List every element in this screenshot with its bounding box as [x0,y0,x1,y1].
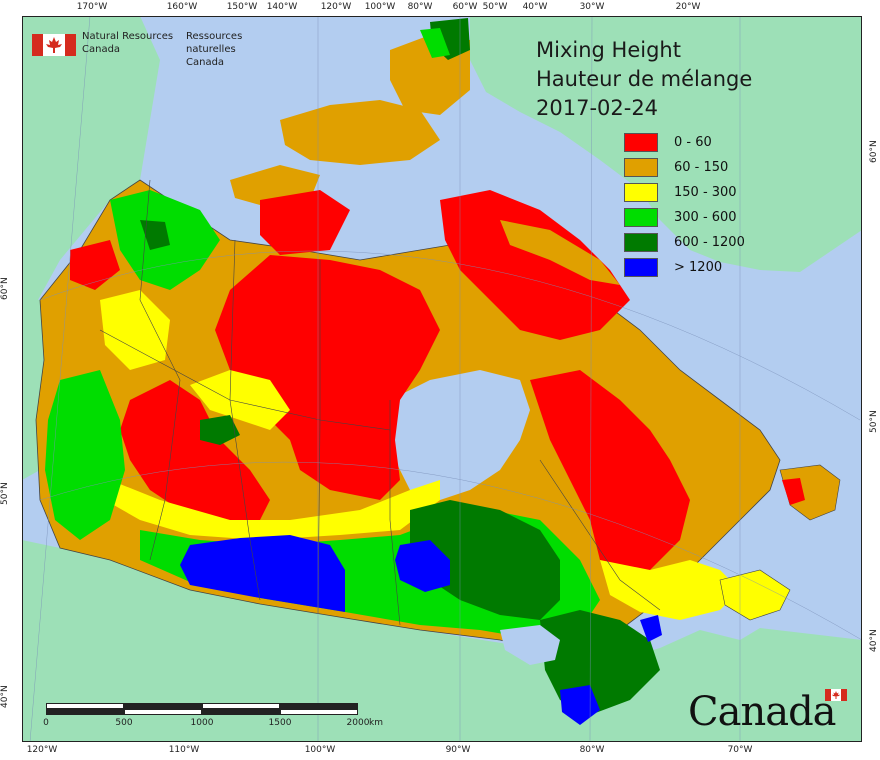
graticule-label: 50°W [482,2,508,12]
agency-name-french: Ressources naturelles Canada [186,31,243,68]
graticule-label: 150°W [226,2,258,12]
graticule-label: 100°W [364,2,396,12]
legend-swatch [624,208,658,227]
arctic-island [280,100,440,165]
legend-label: > 1200 [674,260,723,275]
legend-item: 600 - 1200 [624,233,774,258]
scale-label: 1500 [268,718,292,728]
scale-segment [280,709,358,715]
scale-segment [124,703,202,709]
scale-segment [124,709,202,715]
scale-segment [202,703,280,709]
province-borders [99,179,661,626]
canada-flag-icon [32,34,76,56]
zone-yellow-west [100,290,170,370]
scale-label: 1000 [190,718,214,728]
legend-item: 300 - 600 [624,208,774,233]
legend-label: 300 - 600 [674,210,737,225]
map-title: Mixing Height Hauteur de mélange 2017-02… [536,36,752,123]
graticule-label: 100°W [304,745,336,755]
graticule-label: 80°W [407,2,433,12]
legend-item: > 1200 [624,258,774,283]
zone-darkgreen-ontario [410,500,560,620]
graticule-label: 50°N [0,482,10,505]
graticule-label: 30°W [579,2,605,12]
zone-red-central [215,255,440,500]
graticule-label: 40°W [522,2,548,12]
great-lakes [500,625,560,665]
zone-lime-bc [45,370,125,540]
legend-swatch [624,258,658,277]
legend-swatch [624,183,658,202]
zone-red-prairies [120,380,270,520]
canada-wordmark: Canada [688,687,858,737]
graticule-label: 40°N [0,685,10,708]
greenland-coast-lime [420,28,450,58]
graticule-label: 60°W [452,2,478,12]
scale-segment [46,709,124,715]
zone-red-west [70,240,120,290]
legend-label: 0 - 60 [674,135,712,150]
graticule [29,15,863,743]
graticule-label: 60°N [0,277,10,300]
title-french: Hauteur de mélange [536,67,753,91]
graticule-label: 140°W [266,2,298,12]
graticule-label: 160°W [166,2,198,12]
graticule-label: 110°W [168,745,200,755]
legend-item: 150 - 300 [624,183,774,208]
legend-label: 60 - 150 [674,160,729,175]
scale-bar: 0 500 1000 1500 2000 km [43,703,383,733]
graticule-label: 60°N [869,140,879,163]
alaska [22,16,160,300]
graticule-label: 170°W [76,2,108,12]
wordmark-flag-icon [825,689,847,701]
baffin-island [440,190,630,340]
arctic-island [260,190,350,255]
zone-yellow-east [600,560,740,620]
nova-scotia [719,569,791,621]
legend: 0 - 60 60 - 150 150 - 300 300 - 600 600 - 12… [624,133,774,283]
united-states [22,540,862,742]
zone-blue-east [640,615,662,642]
newfoundland-red [782,478,805,505]
scale-segment [46,703,124,709]
graticule-label: 40°N [869,629,879,652]
scale-label: 0 [43,718,49,728]
wordmark-text: Canada [688,689,837,735]
zone-yellow-prairie [105,480,440,540]
zone-blue-ontario [395,540,450,592]
graticule-label: 120°W [320,2,352,12]
scale-segment [202,709,280,715]
greenland [470,16,862,272]
zone-red-quebec [530,370,690,580]
zone-blue-prairie [180,535,345,612]
graticule-label: 80°W [579,745,605,755]
agency-name-english: Natural Resources Canada [82,31,174,55]
legend-swatch [624,158,658,177]
agency-signature: Natural Resources Canada Ressources natur… [30,28,260,68]
graticule-label: 50°N [869,410,879,433]
graticule-label: 120°W [26,745,58,755]
scale-label: 500 [115,718,133,728]
graticule-label: 90°W [445,745,471,755]
zone-darkgreen-yukon [140,220,170,250]
legend-swatch [624,233,658,252]
legend-label: 600 - 1200 [674,235,745,250]
scale-label: 2000 [346,718,370,728]
title-date: 2017-02-24 [536,96,659,120]
scale-segment [280,703,358,709]
title-english: Mixing Height [536,38,681,62]
baffin-fringe [500,220,620,285]
graticule-label: 20°W [675,2,701,12]
legend-label: 150 - 300 [674,185,737,200]
scale-unit: km [369,718,383,728]
zone-yellow-north [190,370,290,430]
legend-item: 0 - 60 [624,133,774,158]
legend-swatch [624,133,658,152]
zone-darkgreen-nwt [200,415,240,445]
graticule-label: 70°W [727,745,753,755]
legend-item: 60 - 150 [624,158,774,183]
